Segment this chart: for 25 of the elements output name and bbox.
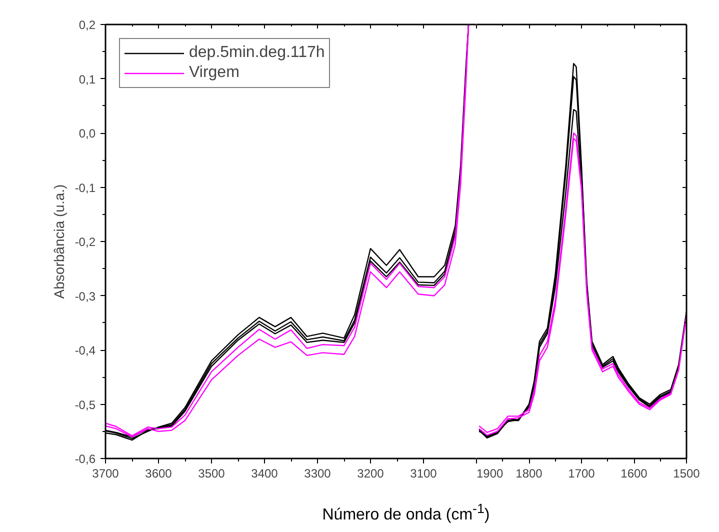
y-tick-label: -0,5 (74, 398, 96, 412)
x-tick-label: 1500 (673, 466, 700, 480)
x-tick-label: 3600 (145, 466, 172, 480)
x-tick-label: 1900 (476, 466, 504, 480)
y-tick-label: 0,0 (78, 126, 96, 140)
x-tick-label: 3400 (251, 466, 278, 480)
x-tick-label: 3500 (198, 466, 226, 480)
x-tick-label: 1700 (568, 466, 596, 480)
y-tick-label: -0,1 (74, 180, 96, 195)
y-axis-title: Absorbância (u.a.) (50, 184, 67, 299)
x-tick-label: 3700 (92, 466, 120, 480)
x-tick-label: 3100 (410, 466, 438, 480)
legend-label: Virgem (189, 64, 240, 82)
x-tick-label: 1600 (620, 466, 648, 480)
y-tick-label: 0,1 (78, 72, 96, 86)
x-tick-label: 3200 (357, 466, 384, 480)
x-tick-label: 3300 (304, 466, 332, 480)
y-tick-label: 0,2 (78, 18, 96, 32)
y-tick-label: -0,3 (74, 289, 96, 304)
y-tick-label: -0,4 (74, 344, 96, 358)
x-axis-title: Número de onda (cm$^{-1}$) (321, 500, 491, 526)
legend-label: dep.5min.deg.117h (189, 44, 325, 62)
y-tick-label: -0,2 (74, 235, 96, 249)
y-tick-label: -0,6 (74, 452, 96, 466)
x-tick-label: 1800 (516, 466, 543, 480)
